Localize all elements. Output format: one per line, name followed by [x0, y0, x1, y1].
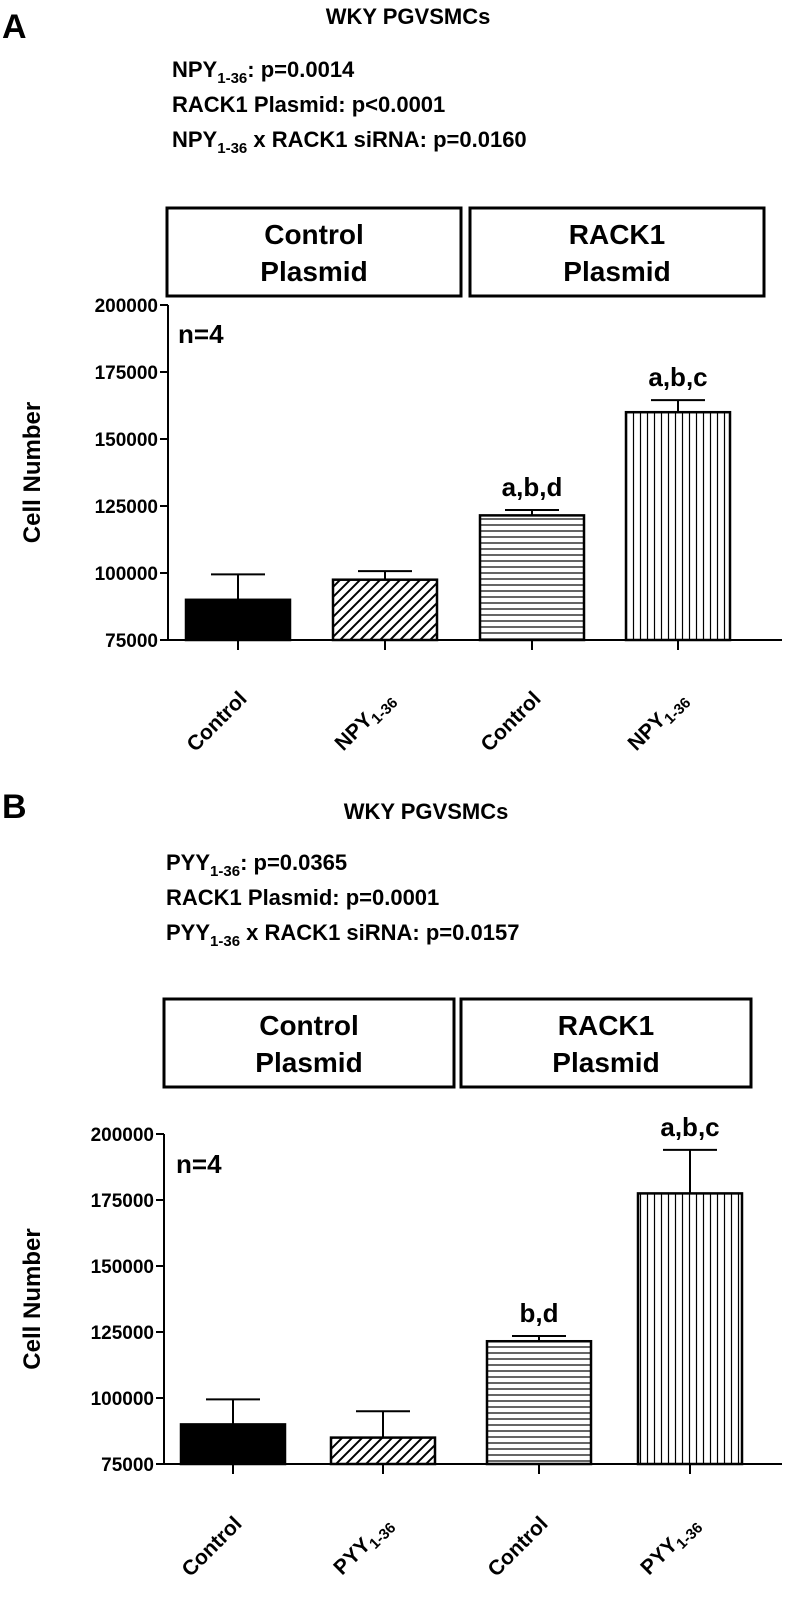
y-tick-label: 200000: [95, 296, 158, 317]
bar-annotation: a,b,c: [660, 1112, 719, 1142]
stat-line: RACK1 Plasmid: p<0.0001: [172, 92, 445, 117]
group-box: [468, 206, 766, 298]
group-label: RACK1: [558, 1010, 654, 1041]
bar: [331, 578, 439, 642]
group-label: Control: [264, 219, 364, 250]
bar: [329, 1436, 437, 1466]
bar: [485, 1339, 593, 1466]
group-box: [165, 206, 463, 298]
y-tick-label: 75000: [101, 1455, 154, 1476]
y-tick-label: 150000: [91, 1257, 154, 1278]
x-tick-label: PYY1-36: [636, 1512, 706, 1582]
group-box: [162, 997, 456, 1089]
bar: [624, 410, 732, 642]
chart-panel-b: B WKY PGVSMCs PYY1-36: p=0.0365 RACK1 Plasm…: [2, 788, 782, 1582]
y-tick-label: 200000: [91, 1125, 154, 1146]
x-tick-label: Control: [182, 687, 251, 756]
stat-line: PYY1-36: p=0.0365: [166, 850, 347, 880]
stat-line: NPY1-36: p=0.0014: [172, 57, 355, 87]
chart-title: WKY PGVSMCs: [344, 799, 509, 824]
panel-letter: B: [2, 788, 27, 826]
n-label: n=4: [176, 1149, 222, 1179]
y-tick-label: 100000: [95, 564, 158, 585]
bar: [179, 1423, 287, 1466]
x-tick-label: NPY1-36: [330, 687, 401, 758]
group-label: Plasmid: [563, 256, 670, 287]
group-label: Control: [259, 1010, 359, 1041]
bar: [184, 598, 292, 642]
y-tick-label: 125000: [95, 497, 158, 518]
bar-annotation: a,b,c: [648, 362, 707, 392]
stat-line: NPY1-36 x RACK1 siRNA: p=0.0160: [172, 127, 527, 157]
y-tick-label: 175000: [95, 363, 158, 384]
group-label: Plasmid: [260, 256, 367, 287]
panel-letter: A: [2, 8, 27, 46]
n-label: n=4: [178, 319, 224, 349]
x-tick-label: Control: [476, 687, 545, 756]
y-tick-label: 75000: [105, 631, 158, 652]
y-tick-label: 100000: [91, 1389, 154, 1410]
group-label: RACK1: [569, 219, 665, 250]
y-tick-label: 175000: [91, 1191, 154, 1212]
chart-panel-a: A WKY PGVSMCs NPY1-36: p=0.0014 RACK1 Plasm…: [2, 4, 782, 758]
bar-annotation: b,d: [520, 1298, 559, 1328]
y-tick-label: 150000: [95, 430, 158, 451]
y-tick-label: 125000: [91, 1323, 154, 1344]
x-tick-label: PYY1-36: [329, 1512, 399, 1582]
x-tick-label: NPY1-36: [623, 687, 694, 758]
group-box: [459, 997, 753, 1089]
bar-annotation: a,b,d: [502, 472, 563, 502]
bar: [636, 1192, 744, 1466]
group-label: Plasmid: [255, 1047, 362, 1078]
y-axis-label: Cell Number: [19, 1228, 46, 1369]
stat-line: PYY1-36 x RACK1 siRNA: p=0.0157: [166, 920, 519, 950]
x-tick-label: Control: [177, 1512, 246, 1581]
y-axis-label: Cell Number: [19, 402, 46, 543]
chart-title: WKY PGVSMCs: [326, 4, 491, 29]
group-label: Plasmid: [552, 1047, 659, 1078]
x-tick-label: Control: [483, 1512, 552, 1581]
stat-line: RACK1 Plasmid: p=0.0001: [166, 885, 439, 910]
bar: [478, 514, 586, 642]
